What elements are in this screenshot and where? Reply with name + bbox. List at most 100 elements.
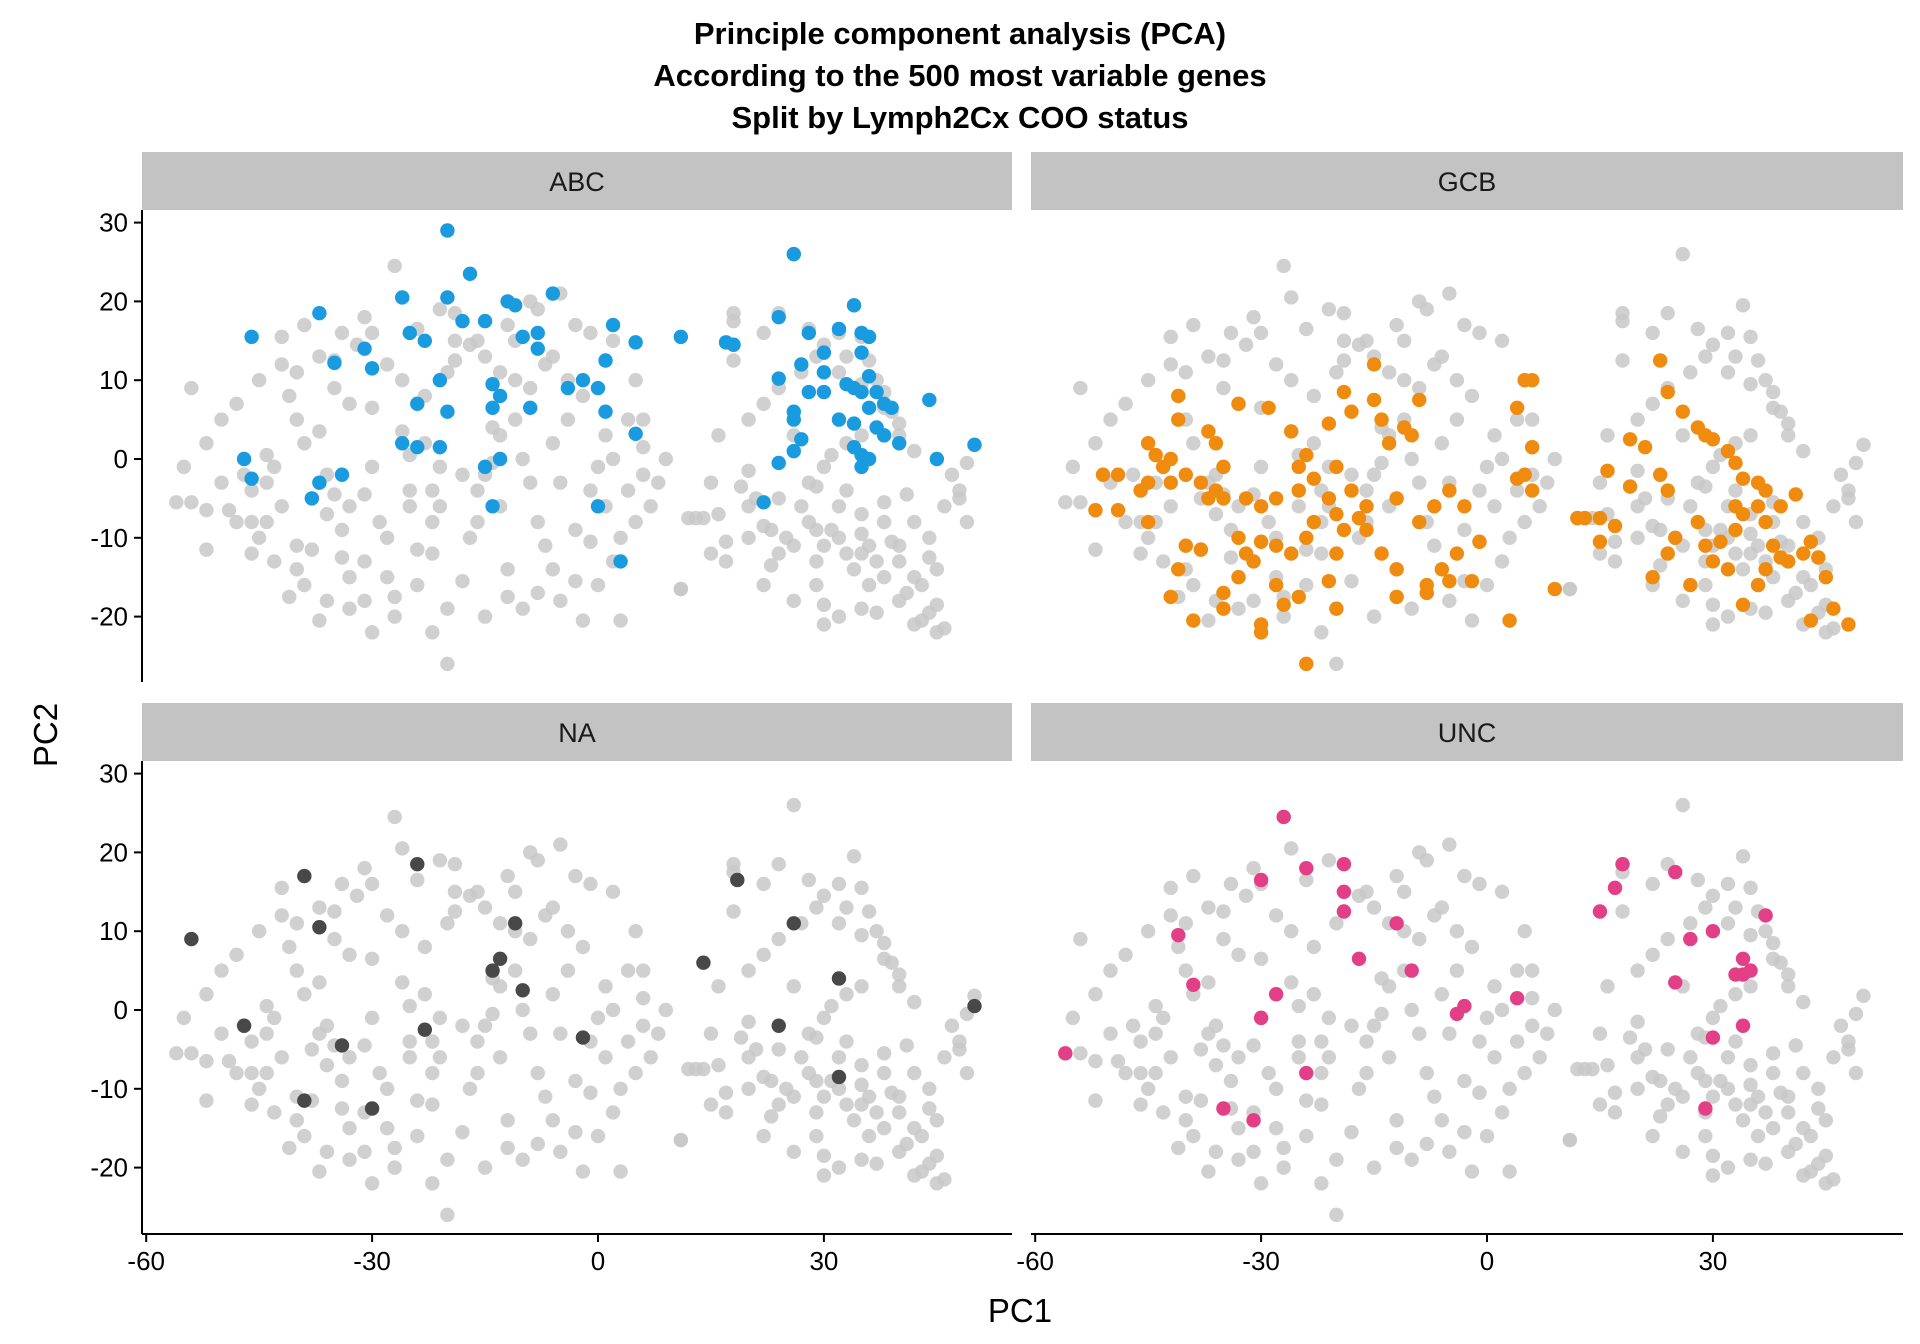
background-point bbox=[854, 546, 869, 561]
data-point bbox=[1728, 522, 1743, 538]
background-point bbox=[1073, 380, 1088, 396]
background-point bbox=[1321, 1050, 1337, 1065]
background-point bbox=[952, 1034, 967, 1049]
data-point bbox=[1321, 416, 1337, 431]
background-point bbox=[1841, 483, 1856, 498]
background-point bbox=[1163, 1050, 1178, 1065]
background-point bbox=[1509, 963, 1525, 978]
background-point bbox=[297, 317, 312, 333]
data-point bbox=[1344, 404, 1359, 419]
data-point bbox=[1389, 589, 1404, 605]
background-point bbox=[1826, 1050, 1841, 1065]
background-point bbox=[357, 554, 372, 569]
background-point bbox=[553, 1026, 568, 1041]
background-point bbox=[1750, 353, 1766, 368]
data-point bbox=[854, 345, 869, 360]
background-point bbox=[929, 1113, 945, 1128]
background-point bbox=[500, 317, 515, 333]
background-point bbox=[575, 939, 591, 955]
data-point bbox=[1238, 491, 1254, 506]
background-point bbox=[1412, 475, 1427, 490]
data-point bbox=[1253, 534, 1269, 549]
background-point bbox=[1818, 625, 1834, 640]
background-point bbox=[658, 1002, 673, 1018]
background-point bbox=[1231, 1121, 1246, 1136]
background-point bbox=[440, 601, 455, 616]
background-point bbox=[1396, 333, 1412, 348]
background-point bbox=[1231, 947, 1246, 963]
background-point bbox=[733, 1030, 749, 1045]
background-point bbox=[635, 412, 651, 427]
background-point bbox=[1329, 916, 1344, 931]
data-point bbox=[771, 309, 786, 325]
background-point bbox=[854, 526, 869, 542]
background-point bbox=[342, 1152, 357, 1167]
background-point bbox=[319, 1144, 335, 1160]
background-point bbox=[1201, 900, 1216, 915]
background-point bbox=[1366, 1018, 1382, 1033]
data-point bbox=[1291, 483, 1306, 498]
background-point bbox=[334, 1073, 350, 1089]
data-point bbox=[816, 384, 832, 400]
x-tick-label: -30 bbox=[1242, 1246, 1280, 1276]
background-point bbox=[575, 1164, 591, 1179]
background-point bbox=[568, 1124, 583, 1140]
background-point bbox=[1238, 888, 1254, 903]
background-point bbox=[1253, 951, 1269, 966]
data-point bbox=[1208, 436, 1224, 451]
data-point bbox=[1088, 503, 1103, 518]
background-point bbox=[590, 1128, 606, 1144]
background-point bbox=[1750, 1128, 1766, 1144]
data-point bbox=[1261, 400, 1276, 415]
background-point bbox=[598, 1050, 613, 1065]
background-point bbox=[432, 459, 448, 475]
data-point bbox=[1449, 546, 1465, 561]
background-point bbox=[583, 483, 598, 498]
background-point bbox=[613, 1081, 628, 1097]
data-point bbox=[1171, 562, 1186, 577]
background-point bbox=[1442, 593, 1457, 609]
background-point bbox=[854, 428, 869, 443]
background-point bbox=[289, 412, 304, 427]
background-point bbox=[1306, 939, 1322, 955]
background-point bbox=[575, 613, 591, 628]
background-point bbox=[1479, 1128, 1495, 1144]
data-point bbox=[929, 451, 945, 467]
data-point bbox=[1698, 538, 1713, 553]
background-point bbox=[169, 495, 184, 510]
background-point bbox=[922, 530, 937, 545]
background-point bbox=[605, 451, 621, 467]
background-point bbox=[1833, 467, 1849, 482]
background-point bbox=[1171, 939, 1186, 955]
background-point bbox=[372, 514, 387, 530]
data-point bbox=[1720, 562, 1736, 577]
data-point bbox=[1246, 1113, 1261, 1128]
background-point bbox=[199, 1054, 214, 1069]
background-point bbox=[1246, 860, 1261, 876]
background-point bbox=[907, 1168, 922, 1183]
background-point bbox=[1299, 577, 1314, 593]
background-point bbox=[846, 849, 862, 864]
data-point bbox=[1253, 499, 1269, 514]
data-point bbox=[1351, 510, 1367, 526]
title-line-1: Principle component analysis (PCA) bbox=[694, 16, 1226, 51]
data-point bbox=[1238, 546, 1254, 561]
background-point bbox=[282, 589, 297, 605]
background-point bbox=[334, 1101, 350, 1116]
background-point bbox=[1366, 609, 1382, 624]
background-point bbox=[1336, 353, 1352, 368]
data-point bbox=[967, 437, 982, 453]
background-point bbox=[432, 1050, 448, 1065]
background-point bbox=[816, 1089, 832, 1104]
data-point bbox=[440, 290, 455, 305]
background-point bbox=[756, 577, 771, 593]
background-point bbox=[1133, 1065, 1148, 1081]
data-point bbox=[1389, 491, 1404, 506]
background-point bbox=[379, 908, 395, 923]
background-point bbox=[1125, 1018, 1141, 1033]
background-point bbox=[1442, 1026, 1457, 1041]
background-point bbox=[289, 1113, 304, 1128]
background-point bbox=[1479, 1010, 1495, 1026]
background-point bbox=[892, 593, 907, 609]
background-point bbox=[1216, 380, 1231, 396]
